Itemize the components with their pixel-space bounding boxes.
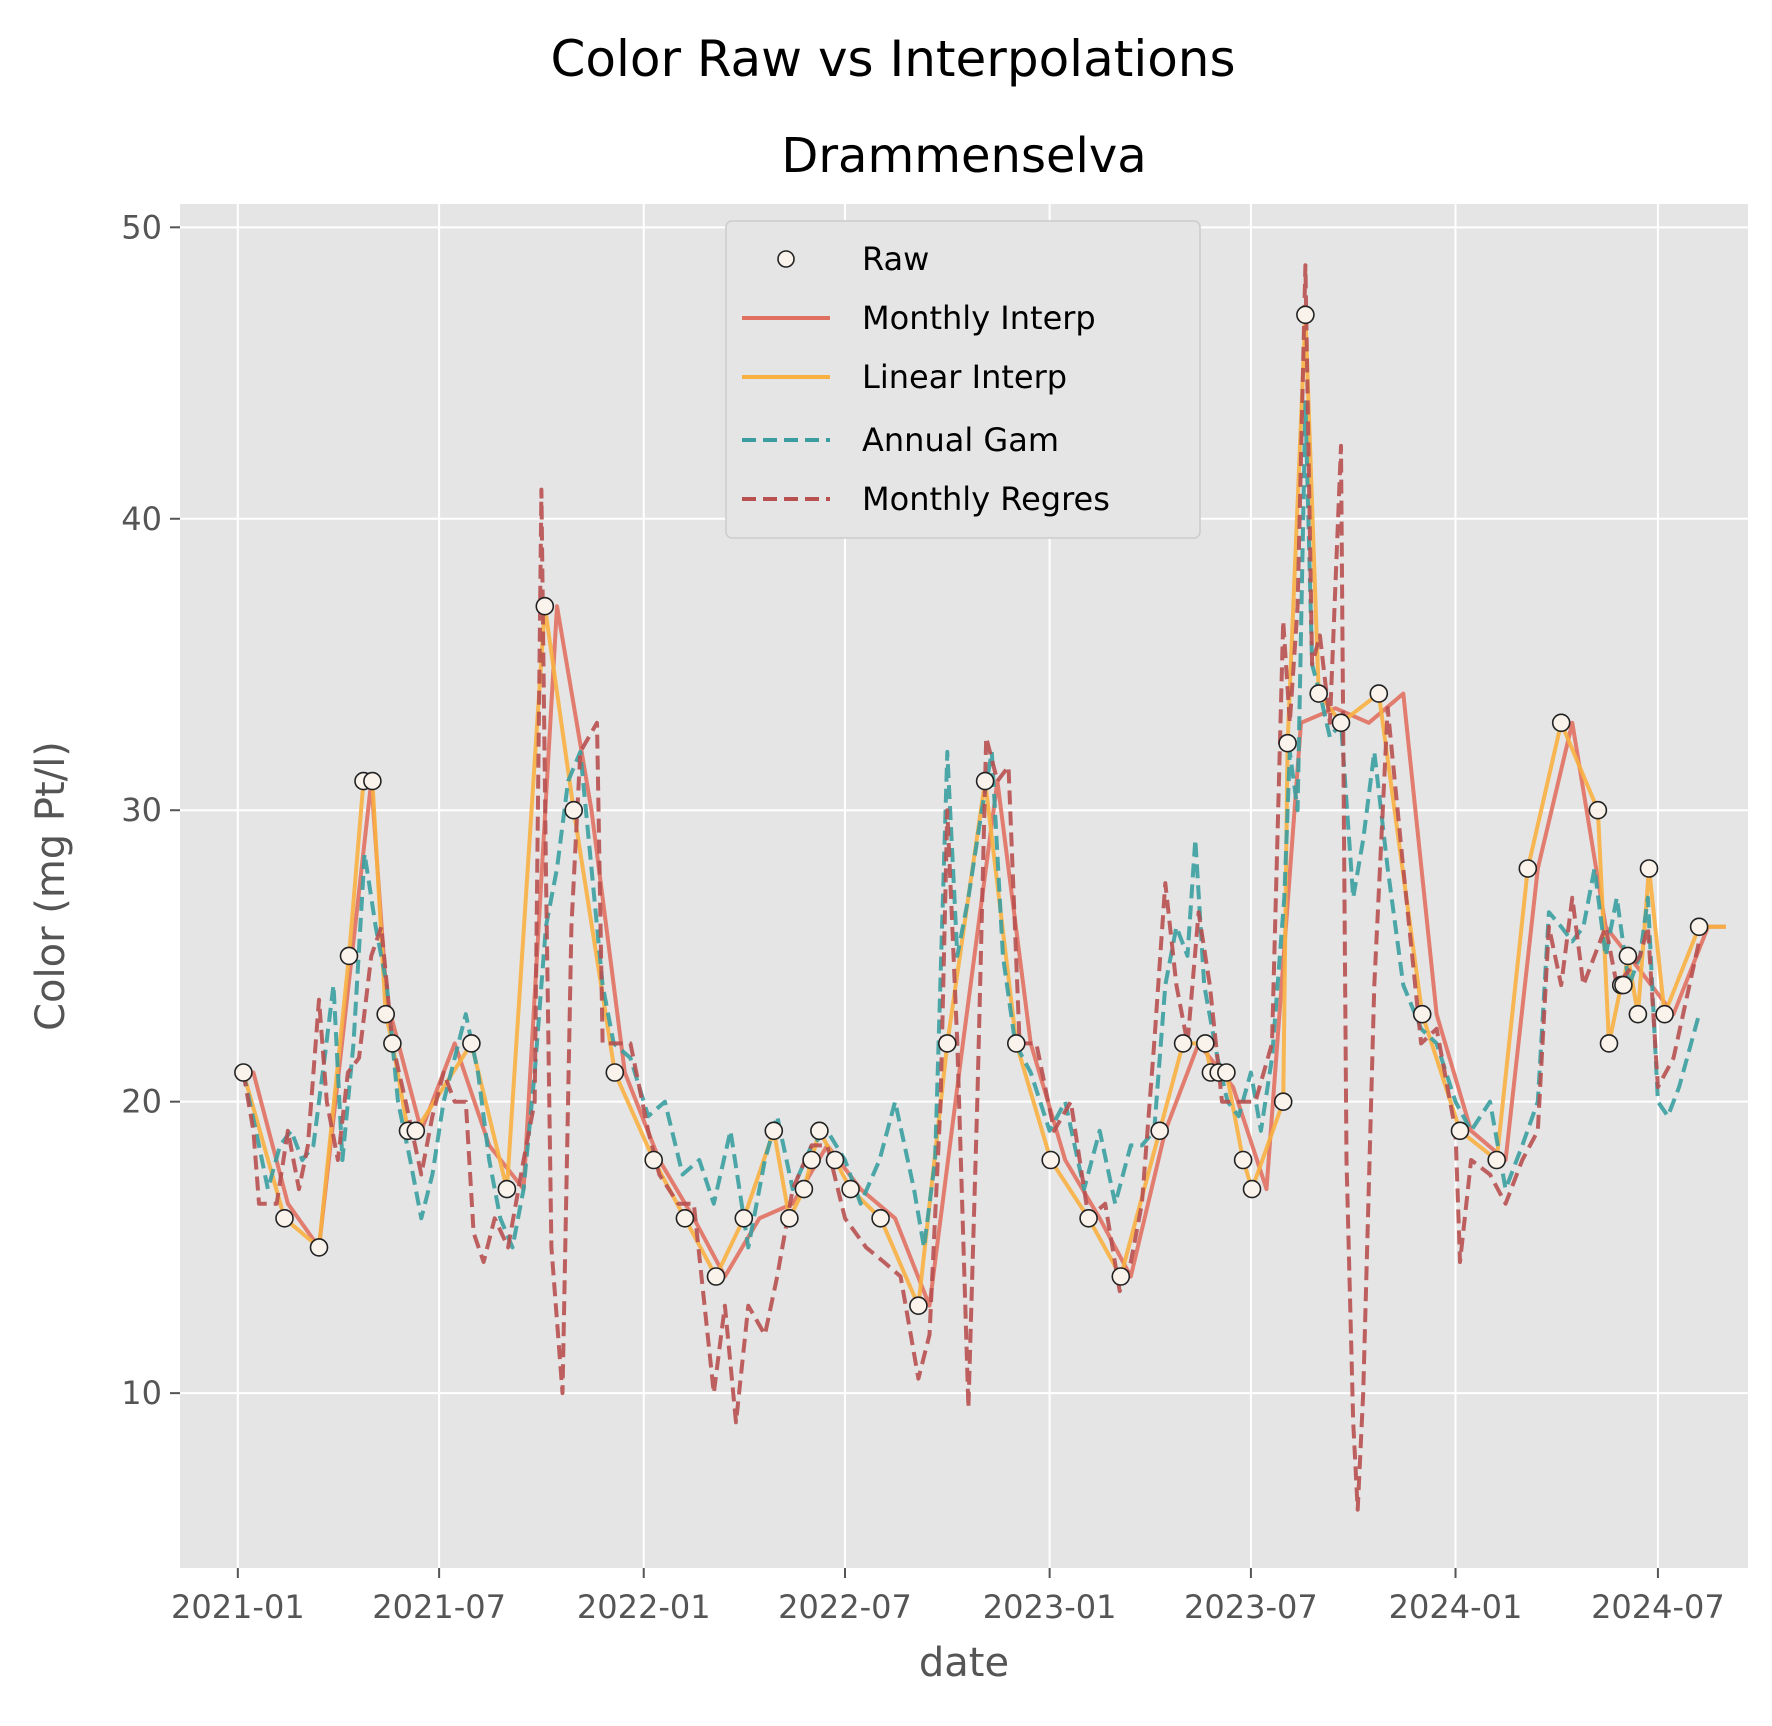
y-tick-label: 20 xyxy=(121,1083,162,1121)
x-tick-label: 2024-01 xyxy=(1389,1588,1523,1626)
raw-point xyxy=(462,1034,481,1053)
raw-point xyxy=(937,1034,957,1053)
legend-label-raw: Raw xyxy=(862,240,929,278)
raw-point xyxy=(1551,713,1571,733)
raw-point xyxy=(383,1034,402,1053)
raw-point xyxy=(871,1209,890,1228)
raw-point xyxy=(1111,1267,1131,1286)
raw-point xyxy=(1599,1034,1619,1053)
raw-point xyxy=(1278,733,1297,753)
raw-point xyxy=(1628,1004,1648,1024)
raw-point xyxy=(975,771,995,791)
raw-point xyxy=(275,1209,294,1228)
series-line-monthly-regres xyxy=(241,263,1702,1512)
legend-label-annual-gam: Annual Gam xyxy=(862,421,1059,459)
y-tick-label: 30 xyxy=(121,791,162,829)
legend-marker-raw xyxy=(777,250,795,268)
raw-point xyxy=(234,1063,253,1082)
raw-point xyxy=(841,1179,860,1199)
raw-point xyxy=(909,1296,928,1315)
raw-point xyxy=(1614,975,1633,995)
x-tick-label: 2021-01 xyxy=(171,1588,305,1626)
legend-label-monthly-interp: Monthly Interp xyxy=(862,299,1096,337)
raw-point xyxy=(1450,1121,1470,1141)
series-line-linear-interp xyxy=(236,312,1726,1308)
raw-point xyxy=(497,1179,517,1199)
raw-point xyxy=(1150,1121,1169,1141)
x-tick-label: 2023-07 xyxy=(1184,1588,1318,1626)
x-tick-label: 2024-07 xyxy=(1591,1588,1725,1626)
raw-point xyxy=(734,1209,754,1228)
raw-point xyxy=(1588,800,1608,820)
raw-point xyxy=(802,1150,821,1170)
raw-point xyxy=(675,1209,695,1228)
x-tick-label: 2023-01 xyxy=(983,1588,1117,1626)
raw-point xyxy=(406,1121,426,1141)
x-axis-label: date xyxy=(919,1640,1009,1686)
raw-point xyxy=(644,1150,664,1170)
raw-point xyxy=(1618,946,1638,966)
raw-point xyxy=(1041,1150,1060,1170)
raw-point xyxy=(605,1063,625,1082)
raw-point xyxy=(1196,1034,1215,1053)
legend-label-monthly-regres: Monthly Regres xyxy=(862,480,1110,518)
axis-ticks: 2021-01 2021-07 2022-01 2022-07 2023-01 2023-… xyxy=(121,208,1724,1626)
raw-point xyxy=(309,1238,329,1257)
chart-suptitle: Color Raw vs Interpolations xyxy=(550,30,1235,88)
raw-point xyxy=(564,800,584,820)
chart-title: Drammenselva xyxy=(781,128,1146,184)
x-tick-label: 2022-01 xyxy=(577,1588,711,1626)
raw-point xyxy=(1173,1034,1193,1053)
raw-point xyxy=(1242,1179,1262,1199)
legend-box xyxy=(725,220,1201,539)
y-tick-label: 10 xyxy=(121,1374,162,1412)
raw-point xyxy=(1639,859,1659,878)
raw-point xyxy=(1331,713,1351,733)
raw-point xyxy=(1217,1063,1236,1082)
raw-point xyxy=(1296,305,1315,325)
raw-point xyxy=(780,1209,799,1228)
raw-point xyxy=(339,946,359,966)
x-tick-label: 2022-07 xyxy=(778,1588,912,1626)
raw-point xyxy=(1689,917,1709,937)
raw-point xyxy=(1655,1004,1674,1024)
raw-point xyxy=(535,596,555,616)
grid-lines xyxy=(180,204,1748,1568)
raw-point xyxy=(706,1267,726,1286)
y-axis-label: Color (mg Pt/l) xyxy=(28,741,74,1031)
raw-point xyxy=(1006,1034,1026,1053)
raw-point xyxy=(1079,1209,1098,1228)
raw-point xyxy=(1233,1150,1253,1170)
y-tick-label: 50 xyxy=(121,208,162,246)
raw-point xyxy=(1412,1004,1432,1024)
raw-point xyxy=(1309,684,1328,703)
raw-point xyxy=(1487,1150,1506,1170)
y-tick-label: 40 xyxy=(121,500,162,538)
x-tick-label: 2021-07 xyxy=(372,1588,506,1626)
raw-points xyxy=(234,305,1709,1315)
raw-point xyxy=(794,1179,814,1199)
raw-point xyxy=(810,1121,829,1141)
raw-point xyxy=(764,1121,784,1141)
raw-point xyxy=(363,771,382,791)
raw-point xyxy=(1273,1092,1293,1111)
raw-point xyxy=(1518,859,1538,878)
legend-label-linear-interp: Linear Interp xyxy=(862,358,1067,396)
raw-point xyxy=(1369,684,1389,703)
raw-point xyxy=(376,1004,396,1024)
legend: Raw Monthly Interp Linear Interp Annual … xyxy=(725,220,1201,539)
raw-point xyxy=(825,1150,845,1170)
